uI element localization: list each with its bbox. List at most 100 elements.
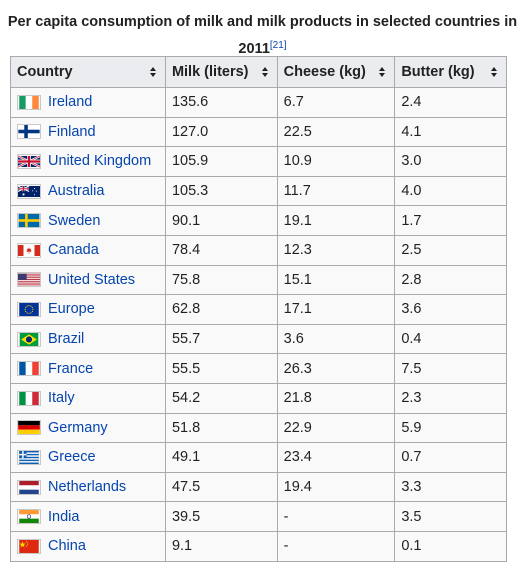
cheese-cell: 22.9 bbox=[276, 412, 396, 444]
header-butter[interactable]: Butter (kg) bbox=[394, 56, 507, 88]
country-link[interactable]: France bbox=[48, 360, 94, 377]
cheese-cell: 12.3 bbox=[276, 234, 396, 266]
milk-cell: 105.3 bbox=[164, 175, 278, 207]
country-link[interactable]: Ireland bbox=[48, 94, 93, 111]
country-link[interactable]: Germany bbox=[48, 419, 108, 436]
country-cell: Germany bbox=[10, 412, 166, 444]
country-link[interactable]: Finland bbox=[48, 123, 96, 140]
table-row: China 9.1-0.1 bbox=[10, 530, 507, 562]
cheese-cell: 6.7 bbox=[276, 87, 396, 118]
table-row: Netherlands 47.5 19.4 3.3 bbox=[10, 471, 507, 503]
table-row: India 39.5-3.5 bbox=[10, 501, 507, 532]
country-link[interactable]: China bbox=[48, 538, 86, 555]
table-row: United Kingdom 105.9 10.9 3.0 bbox=[10, 146, 507, 177]
table-row: Canada 78.4 12.3 2.5 bbox=[10, 234, 507, 266]
country-cell: China bbox=[10, 530, 166, 562]
milk-cell: 62.8 bbox=[164, 294, 278, 325]
table-row: United States 75.8 15.1 2.8 bbox=[10, 264, 507, 296]
cheese-cell: 11.7 bbox=[276, 175, 396, 207]
butter-cell: 4.1 bbox=[394, 116, 507, 148]
country-link[interactable]: Italy bbox=[48, 390, 75, 407]
country-cell: Italy bbox=[10, 382, 166, 414]
header-label: Butter (kg) bbox=[401, 64, 475, 80]
country-link[interactable]: Brazil bbox=[48, 331, 85, 348]
butter-cell: 3.3 bbox=[394, 471, 507, 503]
table-row: Italy 54.2 21.8 2.3 bbox=[10, 382, 507, 414]
caption-text: Per capita consumption of milk and milk … bbox=[7, 14, 518, 57]
butter-cell: 3.6 bbox=[394, 294, 507, 325]
milk-cell: 47.5 bbox=[164, 471, 278, 503]
table-row: Greece 49.1 23.4 0.7 bbox=[10, 442, 507, 473]
milk-cell: 78.4 bbox=[164, 234, 278, 266]
country-link[interactable]: Europe bbox=[48, 301, 95, 318]
butter-cell: 5.9 bbox=[394, 412, 507, 444]
sort-icon[interactable] bbox=[261, 67, 269, 77]
france-flag-icon bbox=[17, 361, 41, 377]
country-cell: United Kingdom bbox=[10, 146, 166, 177]
milk-cell: 55.5 bbox=[164, 353, 278, 384]
greece-flag-icon bbox=[17, 450, 41, 465]
cheese-cell: 3.6 bbox=[276, 323, 396, 355]
netherlands-flag-icon bbox=[17, 479, 41, 495]
table-row: Brazil 55.7 3.6 0.4 bbox=[10, 323, 507, 355]
ireland-flag-icon bbox=[17, 94, 41, 110]
brazil-flag-icon bbox=[17, 331, 41, 347]
country-cell: Netherlands bbox=[10, 471, 166, 503]
butter-cell: 4.0 bbox=[394, 175, 507, 207]
country-cell: France bbox=[10, 353, 166, 384]
country-cell: India bbox=[10, 501, 166, 532]
butter-cell: 3.0 bbox=[394, 146, 507, 177]
country-link[interactable]: Netherlands bbox=[48, 479, 127, 496]
milk-cell: 135.6 bbox=[164, 87, 278, 118]
united-states-flag-icon bbox=[17, 272, 41, 288]
table-row: Sweden 90.1 19.1 1.7 bbox=[10, 205, 507, 236]
header-cheese[interactable]: Cheese (kg) bbox=[276, 56, 396, 88]
consumption-table: Country Milk (liters) Cheese (kg) Butter… bbox=[10, 56, 507, 562]
cheese-cell: 19.4 bbox=[276, 471, 396, 503]
milk-cell: 55.7 bbox=[164, 323, 278, 355]
country-link[interactable]: United States bbox=[48, 271, 136, 288]
country-cell: Sweden bbox=[10, 205, 166, 236]
australia-flag-icon bbox=[17, 183, 41, 199]
country-cell: United States bbox=[10, 264, 166, 296]
milk-cell: 90.1 bbox=[164, 205, 278, 236]
table-row: Europe 62.8 17.1 3.6 bbox=[10, 294, 507, 325]
country-link[interactable]: Sweden bbox=[48, 212, 101, 229]
cheese-cell: 22.5 bbox=[276, 116, 396, 148]
cheese-cell: 26.3 bbox=[276, 353, 396, 384]
butter-cell: 0.4 bbox=[394, 323, 507, 355]
cheese-cell: 17.1 bbox=[276, 294, 396, 325]
finland-flag-icon bbox=[17, 124, 41, 140]
country-link[interactable]: India bbox=[48, 508, 80, 525]
europe-flag-icon bbox=[17, 302, 41, 318]
butter-cell: 2.8 bbox=[394, 264, 507, 296]
cheese-cell: 10.9 bbox=[276, 146, 396, 177]
sort-icon[interactable] bbox=[379, 67, 386, 77]
table-caption: Per capita consumption of milk and milk … bbox=[0, 10, 525, 61]
cheese-cell: 15.1 bbox=[276, 264, 396, 296]
header-country[interactable]: Country bbox=[10, 56, 166, 88]
butter-cell: 2.4 bbox=[394, 87, 507, 118]
header-label: Country bbox=[17, 64, 73, 80]
country-cell: Brazil bbox=[10, 323, 166, 355]
canada-flag-icon bbox=[17, 242, 41, 258]
germany-flag-icon bbox=[17, 420, 41, 436]
milk-cell: 54.2 bbox=[164, 382, 278, 414]
butter-cell: 3.5 bbox=[394, 501, 507, 532]
sort-icon[interactable] bbox=[491, 67, 498, 77]
table-row: Australia 105.3 11.7 4.0 bbox=[10, 175, 507, 207]
country-link[interactable]: United Kingdom bbox=[48, 153, 152, 170]
milk-cell: 9.1 bbox=[164, 530, 278, 562]
reference-link[interactable]: [21] bbox=[269, 40, 287, 51]
header-milk[interactable]: Milk (liters) bbox=[164, 56, 278, 88]
table-row: Ireland 135.6 6.7 2.4 bbox=[10, 87, 507, 118]
country-link[interactable]: Australia bbox=[48, 183, 105, 200]
united-kingdom-flag-icon bbox=[17, 154, 41, 170]
country-cell: Australia bbox=[10, 175, 166, 207]
butter-cell: 1.7 bbox=[394, 205, 507, 236]
sort-icon[interactable] bbox=[149, 67, 157, 77]
country-link[interactable]: Canada bbox=[48, 242, 99, 259]
butter-cell: 2.3 bbox=[394, 382, 507, 414]
butter-cell: 0.7 bbox=[394, 442, 507, 473]
country-link[interactable]: Greece bbox=[48, 449, 96, 466]
